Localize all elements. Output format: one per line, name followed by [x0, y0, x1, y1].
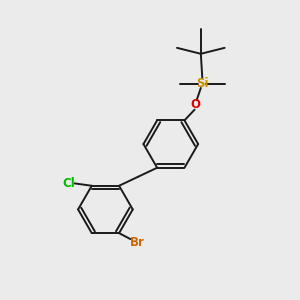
Text: Cl: Cl	[62, 177, 75, 190]
Text: Br: Br	[130, 236, 144, 249]
Text: O: O	[191, 98, 201, 111]
Text: Si: Si	[196, 77, 208, 90]
